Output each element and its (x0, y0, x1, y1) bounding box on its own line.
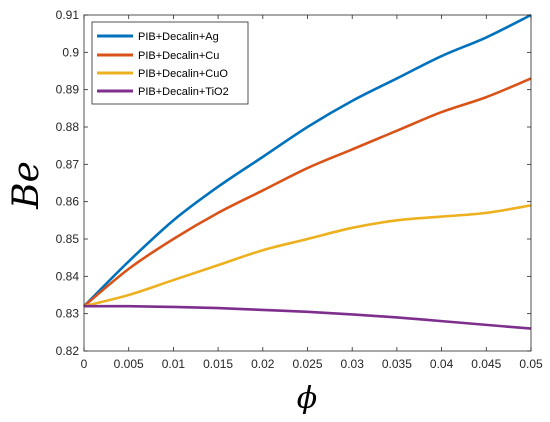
series-line-1 (83, 77, 532, 308)
y-axis-label: Be (6, 161, 47, 210)
x-tick-label: 0.02 (251, 357, 275, 371)
series-layer (83, 13, 532, 330)
series-line-3 (83, 304, 532, 330)
y-tick-label: 0.83 (56, 307, 80, 321)
x-tick-label: 0.025 (292, 357, 322, 371)
x-tick-label: 0.035 (382, 357, 412, 371)
x-tick-label: 0.05 (519, 357, 543, 371)
y-tick-label: 0.85 (56, 232, 80, 246)
legend-label-tio2: PIB+Decalin+TiO2 (138, 86, 229, 98)
legend-label-ag: PIB+Decalin+Ag (138, 31, 219, 43)
x-tick-label: 0.045 (471, 357, 501, 371)
y-tick-label: 0.84 (56, 269, 80, 283)
y-tick-label: 0.91 (56, 8, 80, 22)
legend-label-cuo: PIB+Decalin+CuO (138, 68, 228, 80)
x-tick-label: 0.04 (430, 357, 454, 371)
x-tick-label: 0.005 (114, 357, 144, 371)
y-tick-label: 0.9 (62, 45, 79, 59)
x-tick-label: 0.03 (341, 357, 365, 371)
series-line-2 (83, 204, 532, 308)
x-tick-label: 0 (81, 357, 88, 371)
x-tick-label: 0.015 (203, 357, 233, 371)
legend-label-cu: PIB+Decalin+Cu (138, 50, 219, 62)
y-tick-label: 0.87 (56, 157, 80, 171)
x-tick-label: 0.01 (162, 357, 186, 371)
y-tick-label: 0.86 (56, 195, 80, 209)
y-tick-label: 0.88 (56, 120, 80, 134)
series-line-0 (83, 13, 532, 308)
legend: PIB+Decalin+Ag PIB+Decalin+Cu PIB+Decali… (91, 21, 249, 105)
y-tick-label: 0.82 (56, 344, 80, 358)
ticks-layer: 0 0.005 0.01 0.015 0.02 0.025 0.03 0.035 0.04 0.0… (56, 8, 543, 371)
y-tick-label: 0.89 (56, 83, 80, 97)
x-axis-label: ϕ (297, 381, 317, 416)
